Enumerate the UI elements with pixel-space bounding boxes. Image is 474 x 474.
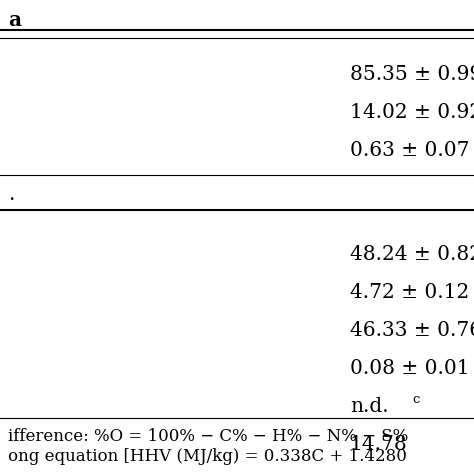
Text: 46.33 ± 0.76: 46.33 ± 0.76 xyxy=(350,321,474,340)
Text: c: c xyxy=(412,393,419,406)
Text: 48.24 ± 0.82: 48.24 ± 0.82 xyxy=(350,245,474,264)
Text: 14.02 ± 0.92: 14.02 ± 0.92 xyxy=(350,103,474,122)
Text: 14.78: 14.78 xyxy=(350,435,408,454)
Text: n.d.: n.d. xyxy=(350,397,389,416)
Text: 0.08 ± 0.01: 0.08 ± 0.01 xyxy=(350,359,470,378)
Text: 85.35 ± 0.99: 85.35 ± 0.99 xyxy=(350,65,474,84)
Text: a: a xyxy=(8,10,21,30)
Text: 4.72 ± 0.12: 4.72 ± 0.12 xyxy=(350,283,469,302)
Text: .: . xyxy=(8,185,14,204)
Text: ifference: %O = 100% − C% − H% − N% − S%: ifference: %O = 100% − C% − H% − N% − S% xyxy=(8,428,408,445)
Text: 0.63 ± 0.07: 0.63 ± 0.07 xyxy=(350,141,470,160)
Text: ong equation [HHV (MJ/kg) = 0.338C + 1.4280: ong equation [HHV (MJ/kg) = 0.338C + 1.4… xyxy=(8,448,407,465)
